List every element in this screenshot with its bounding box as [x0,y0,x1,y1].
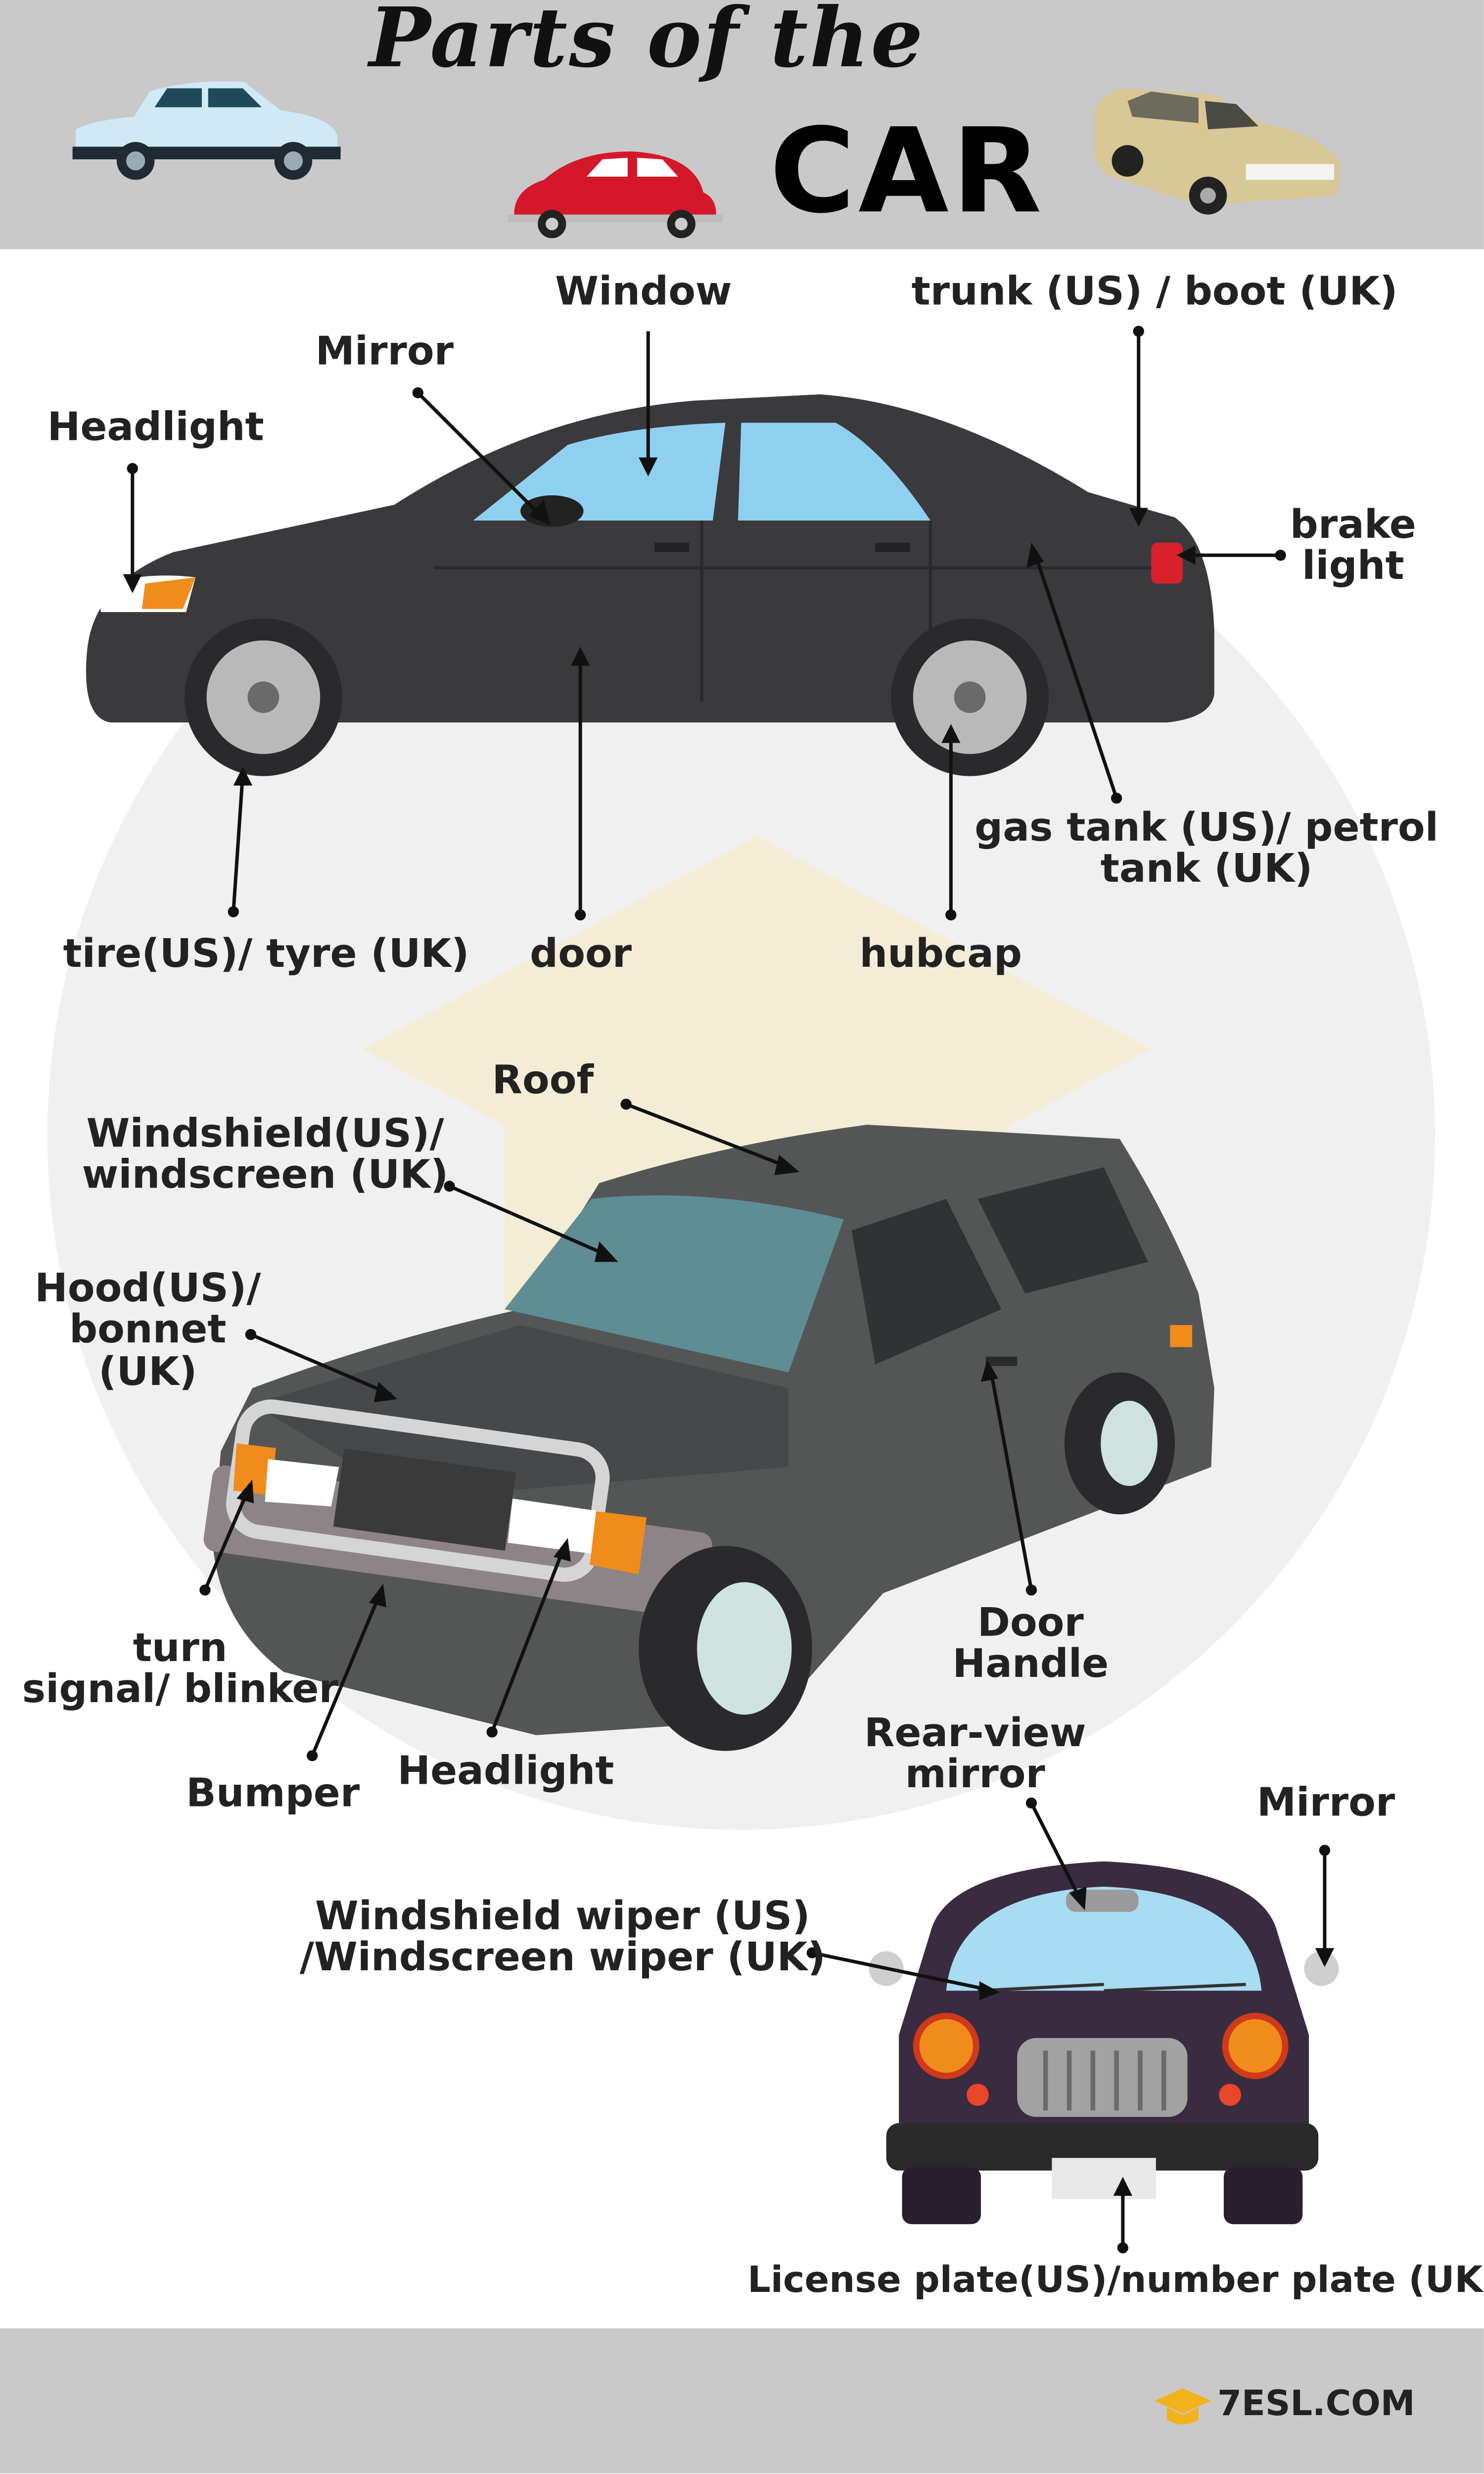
label-brake-light: brake light [1290,501,1416,589]
leader-lines [131,331,1327,2248]
label-hubcap: hubcap [859,930,1022,977]
title-line-2: CAR [769,104,1045,240]
sedan-car [86,394,1214,776]
label-mirror-top: Mirror [315,328,454,374]
leader-line-endpoints [127,326,1331,2254]
label-rear-view-mirror: Rear-view mirror [864,1710,1086,1797]
title-line-1: Parts of the [369,0,925,87]
label-tire: tire(US)/ tyre (UK) [63,930,469,977]
suv-car [203,1125,1214,1751]
label-gas-tank: gas tank (US)/ petrol tank (UK) [974,804,1439,892]
footer-band [0,2328,1484,2474]
blue-sedan-icon [72,81,341,180]
header-illustrations [72,81,1341,238]
graduation-cap-icon [1154,2388,1211,2425]
label-roof: Roof [492,1056,594,1103]
front-view-car [869,1861,1339,2225]
red-beetle-icon [508,151,723,238]
label-license-plate: License plate(US)/number plate (UK) [747,2260,1484,2302]
label-headlight-mid: Headlight [397,1748,614,1794]
label-hood: Hood(US)/ bonnet (UK) [35,1265,261,1394]
label-mirror-bottom: Mirror [1256,1779,1395,1825]
label-turn-signal: turn signal/ blinker [22,1624,338,1712]
leader-arrowheads [123,457,1335,2196]
label-door: door [530,930,632,977]
label-windshield: Windshield(US)/ windscreen (UK) [82,1110,449,1198]
beige-car-icon [1094,88,1341,215]
footer-logo-text: 7ESL.COM [1217,2385,1415,2425]
label-wiper: Windshield wiper (US) /Windscreen wiper … [299,1893,826,1980]
label-trunk: trunk (US) / boot (UK) [911,268,1398,314]
label-headlight-top: Headlight [47,404,264,450]
label-bumper: Bumper [186,1769,360,1816]
label-window: Window [555,268,732,314]
label-door-handle: Door Handle [952,1599,1109,1687]
